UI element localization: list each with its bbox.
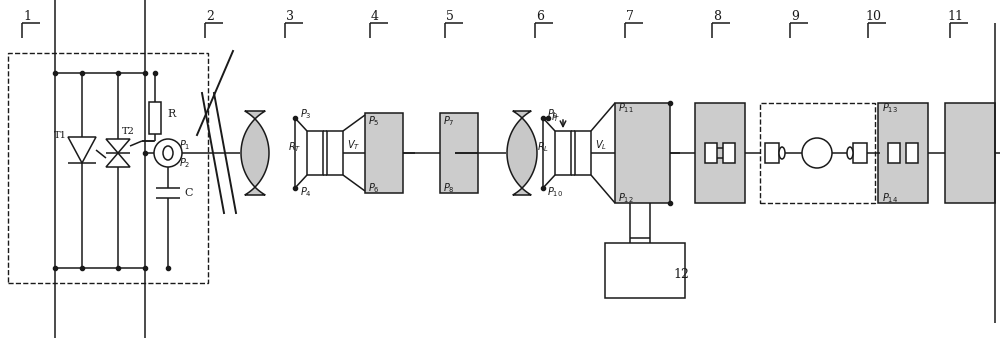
Text: 9: 9 xyxy=(791,9,799,23)
Text: 7: 7 xyxy=(626,9,634,23)
Bar xyxy=(615,103,670,203)
Text: +: + xyxy=(333,132,343,142)
Bar xyxy=(888,143,900,163)
Circle shape xyxy=(154,139,182,167)
Text: C: C xyxy=(184,188,192,198)
Text: T2: T2 xyxy=(122,126,134,136)
Text: −: − xyxy=(581,165,591,177)
Text: R: R xyxy=(167,109,175,119)
Text: $P_{12}$: $P_{12}$ xyxy=(618,191,634,205)
Text: 3: 3 xyxy=(286,9,294,23)
Bar xyxy=(605,243,685,298)
Text: $I_T$: $I_T$ xyxy=(551,110,560,124)
Text: $P_6$: $P_6$ xyxy=(368,181,380,195)
Bar xyxy=(365,113,403,193)
Circle shape xyxy=(802,138,832,168)
Text: 6: 6 xyxy=(536,9,544,23)
Text: $P_{13}$: $P_{13}$ xyxy=(882,101,898,115)
Bar xyxy=(440,113,478,193)
Text: $V_L$: $V_L$ xyxy=(595,138,607,152)
Bar xyxy=(695,103,745,203)
Text: $P_7$: $P_7$ xyxy=(443,114,455,128)
Text: $P_{10}$: $P_{10}$ xyxy=(547,185,563,199)
Text: $R_L$: $R_L$ xyxy=(537,140,549,154)
Text: $P_{11}$: $P_{11}$ xyxy=(618,101,634,115)
Bar xyxy=(555,131,571,175)
Text: 1: 1 xyxy=(23,9,31,23)
Text: $R_T$: $R_T$ xyxy=(288,140,301,154)
Bar xyxy=(705,143,717,163)
Text: $P_{14}$: $P_{14}$ xyxy=(882,191,898,205)
Ellipse shape xyxy=(847,147,853,159)
Bar xyxy=(327,131,343,175)
Bar xyxy=(878,103,928,203)
Text: 11: 11 xyxy=(947,9,963,23)
Ellipse shape xyxy=(163,146,173,160)
Text: $V_T$: $V_T$ xyxy=(347,138,360,152)
Bar xyxy=(760,103,875,203)
Text: $P_8$: $P_8$ xyxy=(443,181,455,195)
Text: 12: 12 xyxy=(673,268,689,282)
Text: 2: 2 xyxy=(206,9,214,23)
Text: $P_4$: $P_4$ xyxy=(300,185,312,199)
Ellipse shape xyxy=(779,147,785,159)
Text: 5: 5 xyxy=(446,9,454,23)
Polygon shape xyxy=(241,111,269,195)
Text: $P_5$: $P_5$ xyxy=(368,114,380,128)
Text: 8: 8 xyxy=(713,9,721,23)
Bar xyxy=(853,143,867,163)
Bar xyxy=(765,143,779,163)
Text: +: + xyxy=(581,132,591,142)
Text: T1: T1 xyxy=(54,130,66,140)
Bar xyxy=(307,131,323,175)
Bar xyxy=(723,143,735,163)
Bar xyxy=(575,131,591,175)
Text: $P_2$: $P_2$ xyxy=(179,156,191,170)
Text: 10: 10 xyxy=(865,9,881,23)
Text: 4: 4 xyxy=(371,9,379,23)
Text: −: − xyxy=(333,165,343,177)
Text: $P_1$: $P_1$ xyxy=(179,138,191,152)
Bar xyxy=(149,102,161,134)
Bar xyxy=(906,143,918,163)
Bar xyxy=(8,53,208,283)
Text: $P_9$: $P_9$ xyxy=(547,107,559,121)
Text: $P_3$: $P_3$ xyxy=(300,107,312,121)
Polygon shape xyxy=(507,111,537,195)
Bar xyxy=(945,103,995,203)
